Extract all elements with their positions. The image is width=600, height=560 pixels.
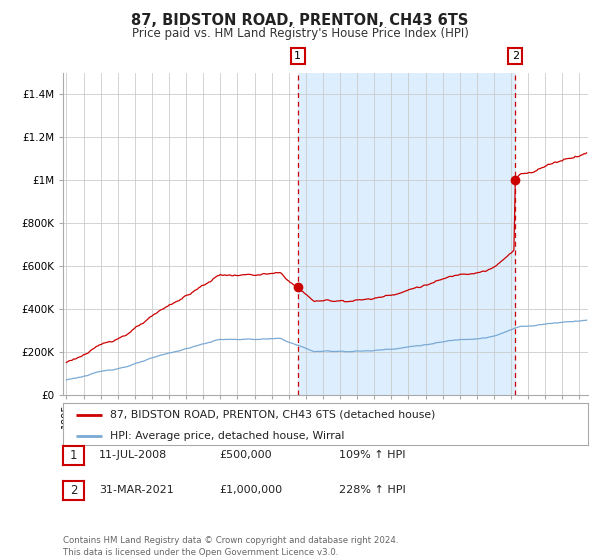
Bar xyxy=(298,73,515,395)
Text: 31-MAR-2021: 31-MAR-2021 xyxy=(99,485,174,495)
Text: 2: 2 xyxy=(70,484,77,497)
Text: £500,000: £500,000 xyxy=(219,450,272,460)
Text: 87, BIDSTON ROAD, PRENTON, CH43 6TS (detached house): 87, BIDSTON ROAD, PRENTON, CH43 6TS (det… xyxy=(110,409,436,419)
Text: £1,000,000: £1,000,000 xyxy=(219,485,282,495)
Text: 1: 1 xyxy=(70,449,77,462)
Text: Price paid vs. HM Land Registry's House Price Index (HPI): Price paid vs. HM Land Registry's House … xyxy=(131,27,469,40)
Text: 228% ↑ HPI: 228% ↑ HPI xyxy=(339,485,406,495)
Text: 11-JUL-2008: 11-JUL-2008 xyxy=(99,450,167,460)
Text: 2: 2 xyxy=(512,51,519,61)
Text: 1: 1 xyxy=(294,51,301,61)
Text: 109% ↑ HPI: 109% ↑ HPI xyxy=(339,450,406,460)
Text: Contains HM Land Registry data © Crown copyright and database right 2024.
This d: Contains HM Land Registry data © Crown c… xyxy=(63,536,398,557)
Text: HPI: Average price, detached house, Wirral: HPI: Average price, detached house, Wirr… xyxy=(110,431,344,441)
Text: 87, BIDSTON ROAD, PRENTON, CH43 6TS: 87, BIDSTON ROAD, PRENTON, CH43 6TS xyxy=(131,13,469,29)
